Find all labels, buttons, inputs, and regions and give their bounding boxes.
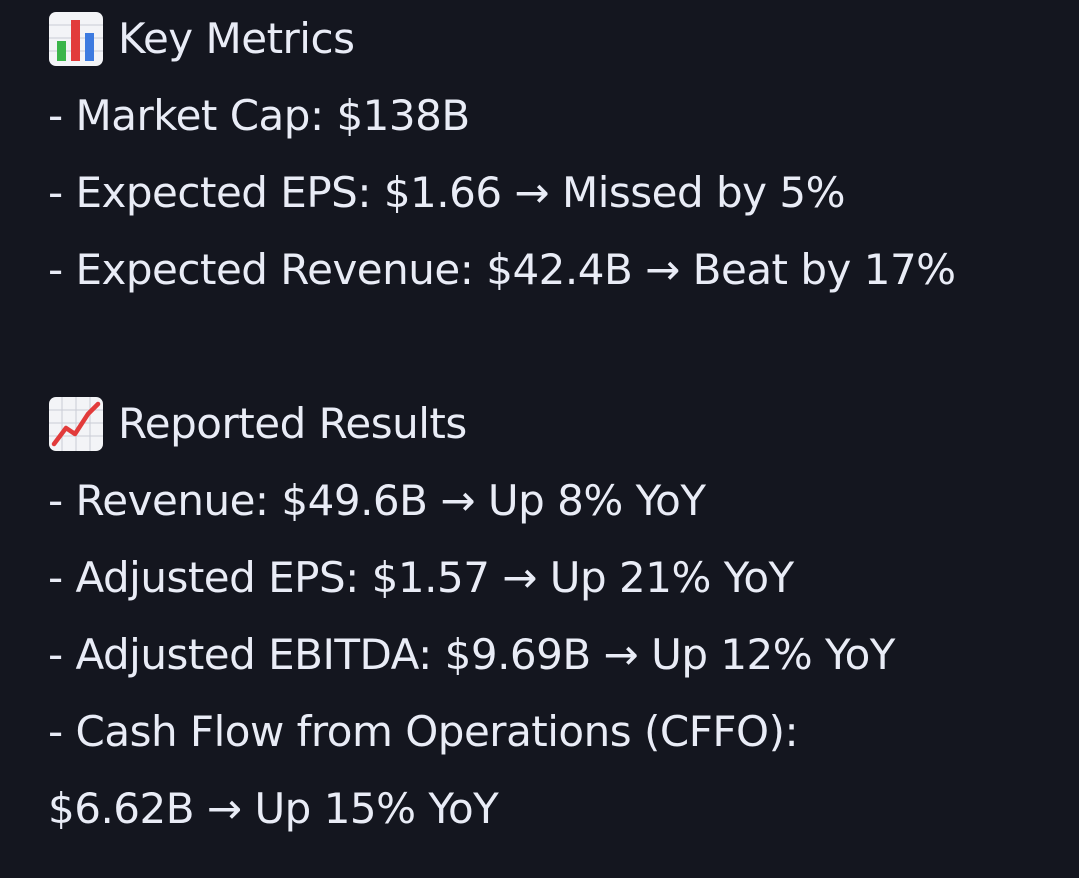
metric-item-expected-eps: - Expected EPS: $1.66 → Missed by 5% [48, 168, 845, 217]
result-item-cffo-label: - Cash Flow from Operations (CFFO): [48, 707, 799, 756]
metric-item-expected-revenue: - Expected Revenue: $42.4B → Beat by 17% [48, 245, 956, 294]
result-item-adjusted-ebitda: - Adjusted EBITDA: $9.69B → Up 12% YoY [48, 630, 895, 679]
reported-results-heading: Reported Results [48, 385, 1079, 462]
result-item-revenue: - Revenue: $49.6B → Up 8% YoY [48, 476, 706, 525]
chart-increasing-icon [48, 396, 104, 452]
bar-chart-icon [48, 11, 104, 67]
key-metrics-heading: Key Metrics [48, 0, 1079, 77]
result-item-adjusted-eps: - Adjusted EPS: $1.57 → Up 21% YoY [48, 553, 794, 602]
section-spacer [48, 308, 1079, 385]
result-item-cffo-value: $6.62B → Up 15% YoY [48, 784, 499, 833]
key-metrics-title: Key Metrics [118, 14, 355, 63]
metric-item-market-cap: - Market Cap: $138B [48, 91, 470, 140]
reported-results-title: Reported Results [118, 399, 467, 448]
